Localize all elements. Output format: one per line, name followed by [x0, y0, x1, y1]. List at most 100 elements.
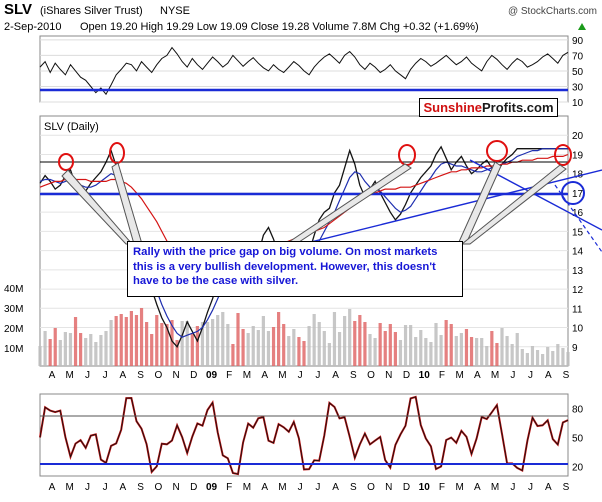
volume-bar	[444, 320, 448, 366]
rsi-tick-label: 90	[572, 36, 584, 47]
month-label-lower: M	[278, 482, 286, 493]
volume-bar	[216, 315, 220, 366]
volume-bar	[231, 344, 235, 366]
month-labels: AAMMJJJJAASSOONNDD0909FFMMAAMMJJJJAASSOO…	[49, 370, 570, 493]
volume-bar	[317, 322, 321, 366]
volume-bar	[530, 346, 535, 366]
volume-bar	[246, 333, 250, 366]
volume-bar	[337, 332, 342, 366]
volume-bar	[490, 331, 494, 366]
volume-bar	[424, 338, 428, 366]
month-label-lower: A	[261, 482, 268, 493]
month-label-lower: M	[455, 482, 463, 493]
stoch-tick-label: 20	[572, 462, 584, 473]
volume-bar	[515, 333, 519, 366]
volume-tick-label: 20M	[4, 324, 23, 335]
month-label: M	[455, 370, 463, 381]
volume-bar	[119, 314, 123, 366]
volume-bar	[236, 313, 240, 366]
volume-bar	[322, 331, 326, 366]
quote-text: Open 19.20 High 19.29 Low 19.09 Close 19…	[80, 21, 479, 33]
volume-bar	[495, 343, 499, 366]
stoch-tick-label: 80	[572, 404, 584, 415]
volume-bar	[292, 329, 296, 366]
price-tick-label: 20	[572, 131, 584, 142]
up-triangle-icon	[578, 23, 586, 30]
volume-bar	[327, 343, 331, 366]
month-label-lower: S	[350, 482, 357, 493]
volume-bar	[449, 324, 453, 366]
volume-bar	[139, 308, 144, 366]
volume-bar	[226, 324, 230, 366]
volume-bar	[541, 354, 545, 366]
volume-bar	[302, 341, 306, 366]
pointer-wedge-5	[460, 164, 567, 245]
stoch-tick-label: 50	[572, 433, 584, 444]
rsi-tick-label: 10	[572, 98, 584, 109]
volume-bar	[79, 333, 83, 366]
volume-bar	[469, 337, 474, 366]
volume-bar	[363, 322, 367, 366]
month-label-lower: F	[226, 482, 232, 493]
volume-bar	[68, 333, 73, 366]
volume-bar	[84, 338, 88, 366]
price-tick-label: 15	[572, 227, 584, 238]
volume-bar	[129, 311, 133, 366]
rsi-tick-label: 70	[572, 51, 584, 62]
volume-bar	[170, 320, 174, 366]
month-label: S	[137, 370, 144, 381]
volume-bar	[287, 336, 291, 366]
volume-bar	[53, 328, 57, 366]
month-label-lower: J	[85, 482, 90, 493]
axis-ticks: 10305070909101112131415161718192040M30M2…	[4, 36, 584, 473]
month-label: M	[243, 370, 251, 381]
month-label: J	[85, 370, 90, 381]
month-label: A	[120, 370, 127, 381]
volume-bar	[398, 340, 403, 366]
month-label: D	[190, 370, 197, 381]
volume-tick-label: 40M	[4, 284, 23, 295]
volume-bar	[165, 324, 169, 366]
sunshine-profits-badge: SunshineProfits.com	[419, 98, 558, 117]
volume-bar	[195, 326, 199, 366]
month-label-lower: J	[103, 482, 108, 493]
month-label-lower: S	[563, 482, 570, 493]
volume-bar	[211, 319, 215, 366]
month-label-lower: D	[190, 482, 197, 493]
month-label: A	[49, 370, 56, 381]
volume-bar	[277, 312, 281, 366]
volume-bar	[99, 335, 103, 366]
price-tick-label: 14	[572, 247, 584, 258]
month-label: F	[439, 370, 445, 381]
volume-bar	[251, 326, 255, 366]
security-name: (iShares Silver Trust)	[40, 5, 143, 17]
volume-bar	[332, 312, 337, 366]
month-label-lower: A	[120, 482, 127, 493]
month-label: J	[315, 370, 320, 381]
volume-bar	[185, 321, 189, 366]
volume-bar	[43, 331, 47, 366]
volume-bar	[200, 322, 205, 366]
rsi-tick-label: 30	[572, 82, 584, 93]
month-label-lower: J	[510, 482, 515, 493]
rsi-series	[39, 46, 569, 96]
month-label-lower: J	[315, 482, 320, 493]
volume-bar	[190, 333, 194, 366]
red-circle-marker-5	[554, 144, 572, 166]
volume-bar	[124, 317, 128, 366]
volume-bar	[256, 330, 260, 366]
month-label: M	[491, 370, 499, 381]
volume-bar	[175, 340, 179, 366]
exchange-text: NYSE	[160, 5, 190, 17]
month-label: N	[385, 370, 392, 381]
month-label-lower: M	[66, 482, 74, 493]
month-label-lower: J	[528, 482, 533, 493]
month-label-lower: M	[243, 482, 251, 493]
volume-bar	[261, 316, 265, 366]
volume-bar	[546, 347, 550, 366]
badge-part-2: Profits.com	[482, 100, 554, 115]
annotation-callout: Rally with the price gap on big volume. …	[127, 241, 463, 297]
copyright-text: @ StockCharts.com	[508, 6, 597, 17]
